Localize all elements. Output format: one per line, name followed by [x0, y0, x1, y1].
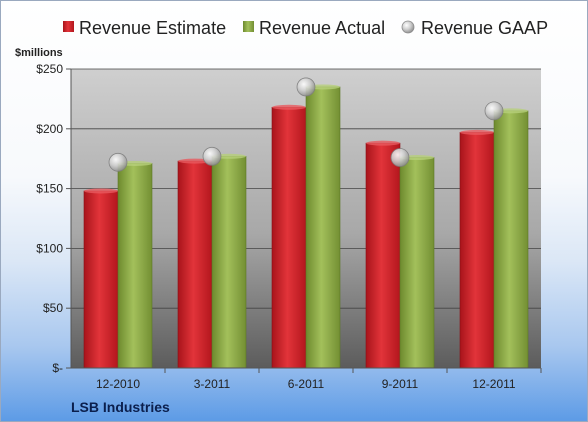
x-axis-ticks: 12-2010 3-2011 6-2011 9-2011 12-2011	[96, 368, 542, 391]
x-tick-label: 9-2011	[382, 377, 419, 391]
bar-revenue-estimate	[365, 142, 401, 369]
y-axis-unit-label: $millions	[15, 47, 63, 59]
bar-revenue-actual	[399, 157, 435, 369]
bar-cap-estimate	[84, 188, 118, 194]
x-tick-label: 3-2011	[194, 377, 231, 391]
y-axis-ticks: $- $50 $100 $150 $200 $250	[36, 62, 71, 375]
bar-revenue-actual	[493, 110, 529, 369]
bar-cap-estimate	[272, 104, 306, 110]
gaap-markers	[108, 77, 504, 172]
bar-revenue-estimate	[83, 190, 119, 369]
bar-revenue-estimate	[177, 160, 213, 369]
bar-cap-estimate	[460, 129, 494, 135]
x-tick-label: 12-2011	[472, 377, 515, 391]
y-tick-label: $-	[52, 361, 63, 375]
y-tick-label: $250	[36, 62, 63, 76]
legend-marker-gaap	[401, 20, 415, 34]
y-tick-label: $150	[36, 182, 63, 196]
bar-cap-estimate	[366, 140, 400, 146]
legend-label-actual: Revenue Actual	[259, 18, 385, 38]
company-name: LSB Industries	[71, 399, 170, 415]
bar-revenue-estimate	[459, 132, 495, 369]
y-tick-label: $100	[36, 241, 63, 255]
marker-revenue-gaap	[296, 77, 316, 97]
bar-revenue-actual	[117, 163, 153, 369]
legend-label-gaap: Revenue GAAP	[421, 18, 548, 38]
bar-revenue-estimate	[271, 106, 307, 369]
legend-swatch-estimate	[63, 21, 74, 32]
legend: Revenue Estimate Revenue Actual Revenue …	[63, 18, 548, 38]
bar-revenue-actual	[305, 86, 341, 369]
marker-revenue-gaap	[484, 101, 504, 121]
y-tick-label: $200	[36, 122, 63, 136]
x-tick-label: 12-2010	[96, 377, 140, 391]
marker-revenue-gaap	[108, 152, 128, 172]
bar-revenue-actual	[211, 156, 247, 369]
marker-revenue-gaap	[202, 146, 222, 166]
x-tick-label: 6-2011	[288, 377, 325, 391]
marker-revenue-gaap	[390, 148, 410, 167]
legend-label-estimate: Revenue Estimate	[79, 18, 226, 38]
legend-swatch-actual	[243, 21, 254, 32]
bars	[83, 84, 529, 369]
y-tick-label: $50	[43, 301, 63, 315]
